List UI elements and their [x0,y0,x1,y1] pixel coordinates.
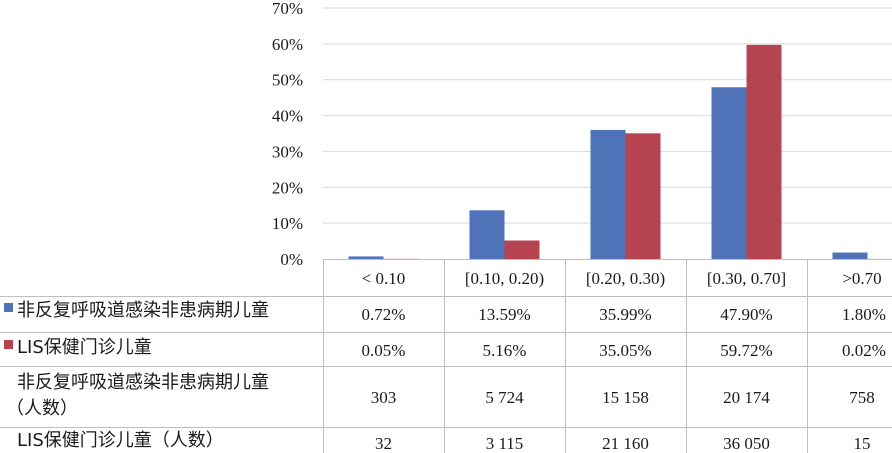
y-tick-label: 60% [272,35,303,54]
category-label: >0.70 [842,269,881,288]
data-table [0,259,892,453]
y-tick-label: 20% [272,178,303,197]
bar-series-2 [746,44,782,259]
count-series-2: 32 [375,434,392,453]
row-label-series-1: 非反复呼吸道感染非患病期儿童 [17,300,269,321]
row-label-counts-series-1-line-1: 非反复呼吸道感染非患病期儿童 [17,372,269,393]
y-axis-tick-labels: 0% 10% 20% 30% 40% 50% 60% 70% [272,0,303,269]
count-series-1: 20 174 [723,388,770,407]
count-series-1: 758 [849,388,875,407]
count-series-1: 303 [371,388,397,407]
category-label: < 0.10 [362,269,406,288]
y-tick-label: 30% [272,142,303,161]
count-series-2: 36 050 [723,434,770,453]
bar-series-1 [832,252,868,259]
count-series-1: 15 158 [602,388,649,407]
data-label-series-2: 59.72% [720,341,772,360]
count-series-2: 3 115 [486,434,524,453]
bar-series-2 [625,133,661,259]
y-tick-label: 70% [272,0,303,18]
row-label-counts-series-2: LIS保健门诊儿童（人数） [17,430,224,451]
bar-series-1 [590,129,626,259]
y-tick-label: 50% [272,71,303,90]
data-label-series-1: 35.99% [599,305,651,324]
legend-key-series-1 [4,303,13,312]
data-label-series-2: 5.16% [483,341,527,360]
row-label-counts-series-1-line-2: （人数） [6,398,78,419]
y-tick-label: 40% [272,107,303,126]
row-label-counts-series-1: 非反复呼吸道感染非患病期儿童 （人数） [6,372,269,419]
data-label-series-1: 13.59% [478,305,530,324]
data-label-series-1: 47.90% [720,305,772,324]
row-label-series-2: LIS保健门诊儿童 [17,337,152,358]
data-label-series-2: 0.05% [362,341,406,360]
data-label-series-1: 0.72% [362,305,406,324]
data-label-series-2: 0.02% [842,341,886,360]
bar-series-2 [504,240,540,259]
data-label-series-1: 1.80% [842,305,886,324]
category-label: [0.20, 0.30) [586,269,665,288]
table-row-labels: 非反复呼吸道感染非患病期儿童LIS保健门诊儿童非反复呼吸道感染非患病期儿童（人数… [4,300,269,451]
category-label: [0.30, 0.70] [707,269,786,288]
bar-series-1 [348,256,384,259]
count-series-2: 15 [854,434,871,453]
bars [348,44,892,259]
count-series-2: 21 160 [602,434,649,453]
bar-series-1 [711,87,747,259]
y-tick-label: 0% [280,250,303,269]
x-axis-category-labels: < 0.10 [0.10, 0.20) [0.20, 0.30) [0.30, 0.7… [362,269,882,288]
y-tick-label: 10% [272,214,303,233]
legend-key-series-2 [4,340,13,349]
table-cells: 0.72% 13.59% 35.99% 47.90% 1.80% 303 5 724 15 1… [362,305,886,453]
count-series-1: 5 724 [485,388,524,407]
category-label: [0.10, 0.20) [465,269,544,288]
data-label-series-2: 35.05% [599,341,651,360]
bar-series-1 [469,210,505,259]
